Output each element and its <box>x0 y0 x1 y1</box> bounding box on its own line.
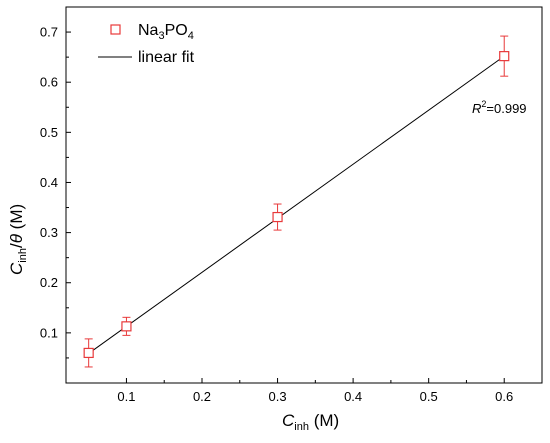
r-squared-value: =0.999 <box>486 101 526 116</box>
r-squared-r: R <box>472 101 481 116</box>
r-squared-superscript: 2 <box>481 99 486 109</box>
y-axis-label-theta: θ <box>7 233 26 243</box>
x-tick-label: 0.1 <box>117 389 135 404</box>
x-axis-label-main: C <box>282 411 295 430</box>
x-axis-ticks: 0.1 0.2 0.3 0.4 0.5 0.6 <box>117 378 513 404</box>
data-points-layer <box>83 35 510 368</box>
linear-fit-line <box>88 55 505 354</box>
legend-label-linear-fit: linear fit <box>138 49 195 66</box>
x-axis-label-unit: (M) <box>309 411 339 430</box>
y-tick-label: 0.3 <box>40 225 58 240</box>
r-squared-annotation: R2=0.999 <box>472 99 527 116</box>
legend-sub-4: 4 <box>188 30 194 42</box>
data-marker-square <box>121 321 132 332</box>
y-axis-ticks: 0.1 0.2 0.3 0.4 0.5 0.6 0.7 <box>40 25 71 359</box>
legend: Na3PO4 linear fit <box>98 22 195 66</box>
legend-marker-square <box>110 24 121 35</box>
y-axis-label-sub: inh <box>17 248 29 263</box>
y-tick-label: 0.6 <box>40 75 58 90</box>
data-point <box>83 338 94 368</box>
y-tick-label: 0.5 <box>40 125 58 140</box>
x-tick-label: 0.3 <box>269 389 287 404</box>
legend-sub-3: 3 <box>158 30 164 42</box>
y-tick-label: 0.4 <box>40 175 58 190</box>
y-axis-label-unit: (M) <box>7 204 26 234</box>
data-point <box>121 316 132 336</box>
legend-po-text: PO <box>165 22 188 39</box>
y-tick-label: 0.1 <box>40 325 58 340</box>
x-tick-label: 0.6 <box>495 389 513 404</box>
data-point <box>499 35 510 77</box>
x-tick-label: 0.2 <box>193 389 211 404</box>
data-marker-square <box>83 347 94 359</box>
y-axis-label-main: C <box>7 262 26 275</box>
legend-label-na3po4: Na3PO4 <box>138 22 194 42</box>
y-tick-label: 0.2 <box>40 275 58 290</box>
x-tick-label: 0.4 <box>344 389 362 404</box>
fit-line-layer <box>88 55 505 354</box>
x-axis-label-sub: inh <box>294 421 309 433</box>
y-axis-label: Cinh/θ (M) <box>7 204 29 275</box>
plot-frame <box>65 6 543 384</box>
x-axis-label: Cinh (M) <box>282 411 339 433</box>
legend-na-text: Na <box>138 22 159 39</box>
x-tick-label: 0.5 <box>420 389 438 404</box>
data-marker-square <box>272 211 283 223</box>
y-axis-label-slash: / <box>7 243 26 248</box>
data-point <box>272 203 283 231</box>
data-marker-square <box>499 51 510 62</box>
y-tick-label: 0.7 <box>40 25 58 40</box>
